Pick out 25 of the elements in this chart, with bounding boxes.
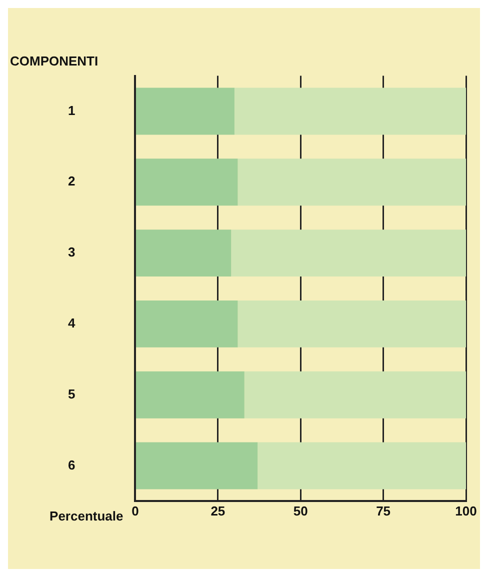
bar [136,88,234,135]
bar [231,230,466,277]
bar [234,88,466,135]
y-tick-label: 6 [68,457,76,472]
y-tick-label: 4 [68,316,76,331]
x-tick-label: 0 [132,504,139,519]
bar [136,300,238,348]
bar [258,442,466,490]
y-tick-label: 3 [68,244,76,260]
x-tick-label: 75 [376,504,391,519]
bar [136,230,232,277]
bar [238,158,466,206]
bar [136,442,258,490]
y-tick-label: 2 [68,174,76,189]
bar [244,371,466,418]
x-tick-label: 50 [293,504,308,519]
y-tick-label: 5 [68,386,76,402]
y-axis-title: COMPONENTI [10,53,98,68]
x-tick-label: 25 [210,504,226,519]
bar [136,371,244,418]
bar [136,158,238,206]
bar [238,300,466,348]
y-tick-label: 1 [68,102,76,118]
x-tick-label: 100 [455,504,477,519]
x-axis-title: Percentuale [50,508,124,524]
